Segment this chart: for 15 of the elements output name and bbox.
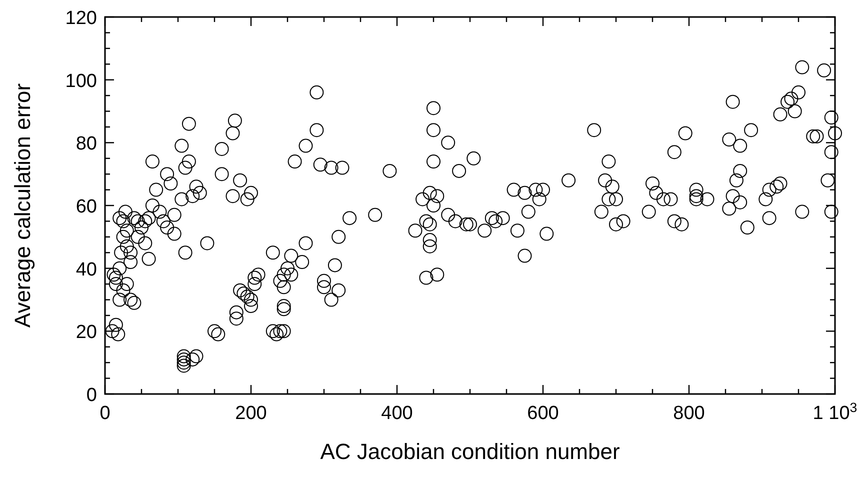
x-tick-label: 800 (673, 403, 705, 424)
x-axis-title: AC Jacobian condition number (320, 439, 620, 464)
x-tick-label: 200 (235, 403, 267, 424)
y-axis-title: Average calculation error (10, 83, 35, 328)
y-tick-label: 80 (76, 134, 97, 155)
x-tick-label: 0 (100, 403, 110, 424)
y-tick-label: 40 (76, 259, 97, 280)
x-tick-label: 400 (381, 403, 413, 424)
x-tick-label: 600 (527, 403, 559, 424)
y-tick-label: 120 (65, 8, 97, 29)
y-tick-label: 0 (86, 385, 97, 406)
y-tick-label: 60 (76, 196, 97, 218)
x-tick-label: 1 10$^{3}$ (812, 400, 858, 424)
y-tick-label: 20 (76, 322, 97, 344)
y-tick-label: 100 (65, 70, 97, 92)
